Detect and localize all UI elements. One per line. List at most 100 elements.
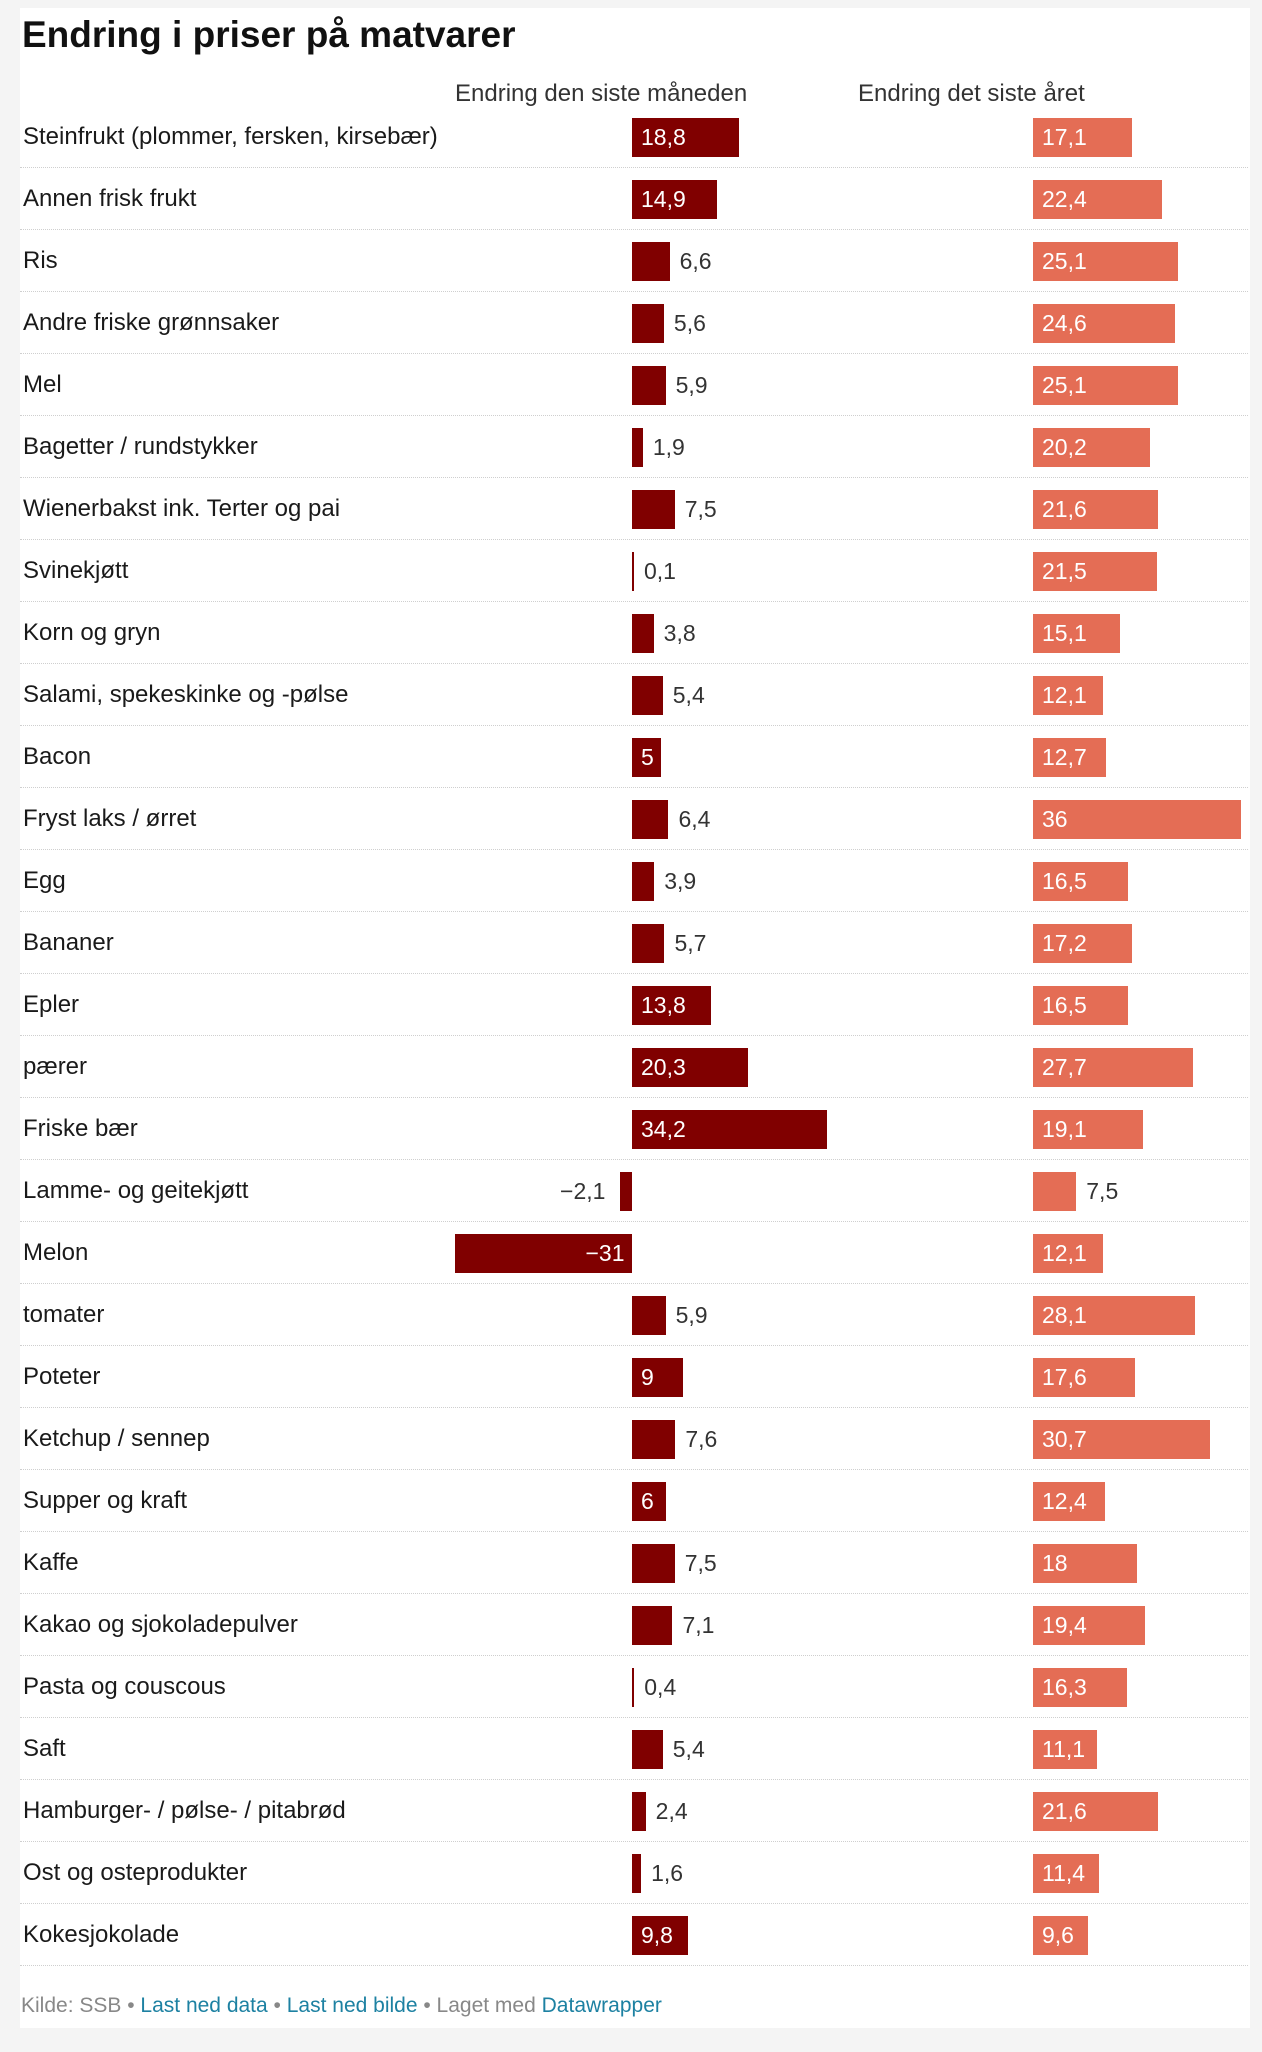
category-label: Annen frisk frukt xyxy=(23,185,197,212)
bar-month xyxy=(632,1048,748,1087)
bar-year xyxy=(1033,428,1150,467)
bar-month xyxy=(632,1110,827,1149)
category-label: pærer xyxy=(23,1053,88,1080)
value-label-year: 20,2 xyxy=(1042,434,1087,460)
table-row: Bacon 5 12,7 xyxy=(0,726,1262,788)
category-label: Poteter xyxy=(23,1363,101,1390)
value-label-year: 16,3 xyxy=(1042,1674,1087,1700)
table-row: Kaffe 7,5 18 xyxy=(0,1532,1262,1594)
value-label-year: 18 xyxy=(1042,1550,1068,1576)
value-label-year: 12,1 xyxy=(1042,1240,1087,1266)
bar-year xyxy=(1033,924,1133,963)
value-label-year: 9,6 xyxy=(1042,1922,1074,1948)
table-row: Wienerbakst ink. Terter og pai 7,5 21,6 xyxy=(0,478,1262,540)
bar-year xyxy=(1033,1482,1105,1521)
value-label-month: 3,8 xyxy=(663,620,696,646)
bar-year xyxy=(1033,676,1103,715)
category-label: Wienerbakst ink. Terter og pai xyxy=(23,495,341,522)
row-separator xyxy=(20,1097,1248,1098)
value-label-month: 1,9 xyxy=(652,434,685,460)
bar-month xyxy=(632,304,664,343)
download-image-link[interactable]: Last ned bilde xyxy=(286,1994,418,2017)
category-label: Melon xyxy=(23,1239,89,1266)
bar-month xyxy=(632,552,634,591)
bar-month xyxy=(632,924,665,963)
value-label-month: 7,5 xyxy=(684,1550,717,1576)
row-separator xyxy=(20,601,1248,602)
column-header-month: Endring den siste måneden xyxy=(455,80,748,107)
value-label-month: 3,9 xyxy=(664,868,697,894)
value-label-year: 21,6 xyxy=(1042,496,1087,522)
category-label: Lamme- og geitekjøtt xyxy=(23,1177,249,1204)
bar-month xyxy=(632,614,654,653)
bar-year xyxy=(1033,1668,1128,1707)
value-label-month: 18,8 xyxy=(641,124,686,150)
bar-year xyxy=(1033,1358,1135,1397)
table-row: Bananer 5,7 17,2 xyxy=(0,912,1262,974)
row-separator xyxy=(20,973,1248,974)
value-label-month: 5,9 xyxy=(675,372,708,398)
category-label: Kokesjokolade xyxy=(23,1921,180,1948)
bar-month xyxy=(632,1606,673,1645)
value-label-month: 6,4 xyxy=(678,806,711,832)
chart-footer: Kilde: SSB • Last ned data • Last ned bi… xyxy=(21,1994,662,2018)
datawrapper-link[interactable]: Datawrapper xyxy=(541,1994,662,2017)
bar-month xyxy=(632,986,711,1025)
bar-month xyxy=(632,800,669,839)
category-label: Friske bær xyxy=(23,1115,138,1142)
category-label: Bananer xyxy=(23,929,114,956)
column-header-year: Endring det siste året xyxy=(858,80,1085,107)
row-separator xyxy=(20,725,1248,726)
bar-year xyxy=(1033,986,1129,1025)
row-separator xyxy=(20,1035,1248,1036)
bar-year xyxy=(1033,738,1107,777)
made-with-text: Laget med xyxy=(436,1994,536,2017)
category-label: Ketchup / sennep xyxy=(23,1425,210,1452)
row-separator xyxy=(20,1593,1248,1594)
bar-year xyxy=(1033,1296,1196,1335)
table-row: Kokesjokolade 9,8 9,6 xyxy=(0,1904,1262,1966)
source-note: Kilde: SSB xyxy=(21,1994,122,2017)
value-label-year: 25,1 xyxy=(1042,248,1087,274)
value-label-month: 6 xyxy=(641,1488,654,1514)
value-label-year: 11,4 xyxy=(1042,1860,1086,1886)
value-label-year: 28,1 xyxy=(1042,1302,1087,1328)
table-row: Friske bær 34,2 19,1 xyxy=(0,1098,1262,1160)
value-label-year: 17,6 xyxy=(1042,1364,1087,1390)
bar-year xyxy=(1033,490,1158,529)
row-separator xyxy=(20,477,1248,478)
row-separator xyxy=(20,1345,1248,1346)
bar-year xyxy=(1033,1172,1077,1211)
row-separator xyxy=(20,787,1248,788)
category-label: Bagetter / rundstykker xyxy=(23,433,258,460)
row-separator xyxy=(20,1903,1248,1904)
footer-separator: • xyxy=(121,1994,141,2017)
value-label-year: 25,1 xyxy=(1042,372,1087,398)
value-label-year: 36 xyxy=(1042,806,1068,832)
bar-year xyxy=(1033,1916,1089,1955)
bar-month xyxy=(632,180,717,219)
table-row: Bagetter / rundstykker 1,9 20,2 xyxy=(0,416,1262,478)
bar-year xyxy=(1033,180,1163,219)
bar-month xyxy=(632,118,740,157)
table-row: Salami, spekeskinke og -pølse 5,4 12,1 xyxy=(0,664,1262,726)
download-data-link[interactable]: Last ned data xyxy=(140,1994,268,2017)
bar-month xyxy=(632,428,643,467)
chart-rows: Steinfrukt (plommer, fersken, kirsebær) 1… xyxy=(0,118,1262,1966)
bar-month xyxy=(632,676,663,715)
bar-month xyxy=(632,1296,666,1335)
bar-month xyxy=(632,1544,675,1583)
row-separator xyxy=(20,1221,1248,1222)
bar-month xyxy=(632,1420,676,1459)
bar-month xyxy=(632,1358,684,1397)
row-separator xyxy=(20,539,1248,540)
value-label-month: 7,6 xyxy=(685,1426,718,1452)
row-separator xyxy=(20,1779,1248,1780)
row-separator xyxy=(20,1159,1248,1160)
row-separator xyxy=(20,291,1248,292)
bar-month xyxy=(632,1854,642,1893)
chart-title: Endring i priser på matvarer xyxy=(22,14,516,55)
table-row: Epler 13,8 16,5 xyxy=(0,974,1262,1036)
value-label-year: 19,4 xyxy=(1042,1612,1087,1638)
bar-month xyxy=(632,490,675,529)
